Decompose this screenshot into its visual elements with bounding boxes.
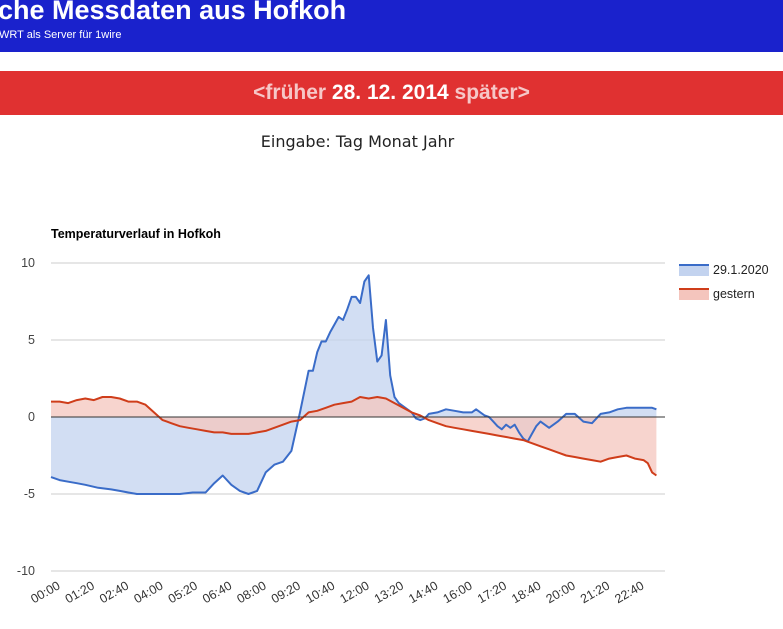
y-tick-label: 5 xyxy=(28,333,35,347)
temperature-chart: Temperaturverlauf in Hofkoh 10 5 0 -5 -1000:… xyxy=(17,227,769,606)
x-tick-label: 08:00 xyxy=(235,578,269,606)
x-tick-label: 22:40 xyxy=(612,578,646,606)
x-tick-label: 06:40 xyxy=(200,578,234,606)
x-tick-label: 20:00 xyxy=(544,578,578,606)
series-line-yesterday xyxy=(51,396,657,477)
x-tick-label: 00:00 xyxy=(28,578,62,606)
date-navigation-bar: <früher 28. 12. 2014 später> xyxy=(0,71,783,115)
y-tick-label: -10 xyxy=(17,564,35,578)
x-tick-label: 02:40 xyxy=(97,578,131,606)
x-tick-label: 01:20 xyxy=(63,578,97,606)
x-tick-label: 18:40 xyxy=(509,578,543,606)
date-input-prompt: Eingabe: Tag Monat Jahr xyxy=(260,132,455,151)
y-tick-label: -5 xyxy=(24,487,35,501)
area-fill-yesterday xyxy=(51,397,657,476)
x-tick-label: 04:00 xyxy=(131,578,165,606)
page-title: che Messdaten aus Hofkoh xyxy=(0,0,347,25)
y-tick-label: 10 xyxy=(21,256,35,270)
x-tick-label: 21:20 xyxy=(578,578,612,606)
previous-day-link[interactable]: <früher xyxy=(253,81,327,104)
header-bar: che Messdaten aus Hofkoh WRT als Server … xyxy=(0,0,783,52)
series-line-today xyxy=(50,274,657,495)
page-subtitle: WRT als Server für 1wire xyxy=(0,29,122,41)
x-tick-label: 05:20 xyxy=(166,578,200,606)
current-date: 28. 12. 2014 xyxy=(331,81,449,104)
legend-swatch xyxy=(679,264,709,276)
x-tick-label: 12:00 xyxy=(338,578,372,606)
x-tick-label: 10:40 xyxy=(303,578,337,606)
chart-title: Temperaturverlauf in Hofkoh xyxy=(51,227,221,241)
x-tick-label: 09:20 xyxy=(269,578,303,606)
y-tick-label: 0 xyxy=(28,410,35,424)
legend-label: gestern xyxy=(713,287,755,301)
x-tick-label: 17:20 xyxy=(475,578,509,606)
area-fill-today xyxy=(51,275,657,494)
x-tick-label: 16:00 xyxy=(441,578,475,606)
x-tick-label: 14:40 xyxy=(406,578,440,606)
legend-label: 29.1.2020 xyxy=(713,263,769,277)
x-tick-label: 13:20 xyxy=(372,578,406,606)
legend-swatch xyxy=(679,288,709,300)
next-day-link[interactable]: später> xyxy=(454,81,530,104)
